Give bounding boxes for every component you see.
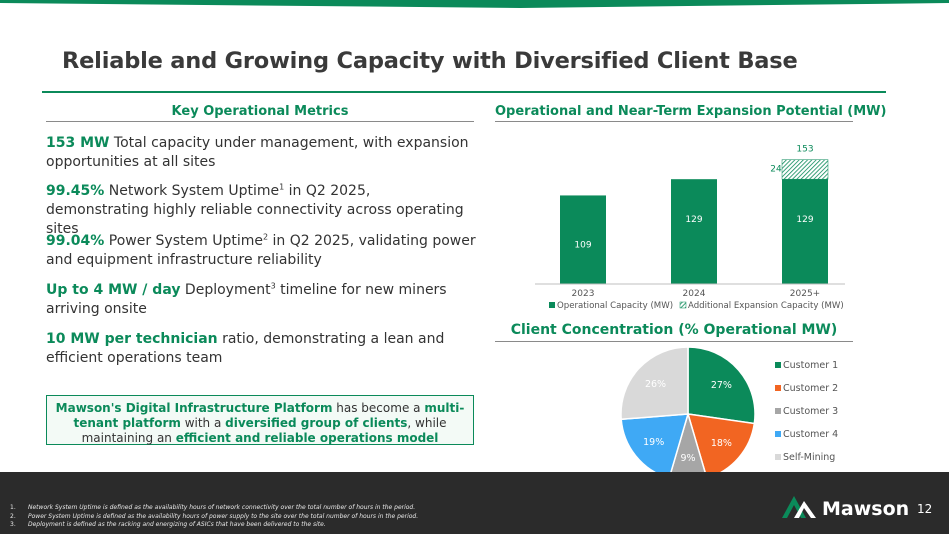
pie-legend-label: Customer 2	[783, 383, 838, 394]
metric-highlight: Up to 4 MW / day	[46, 282, 181, 298]
bar-operational-capacity	[560, 195, 606, 284]
top-accent-bar	[0, 0, 949, 8]
bar-chart-title: Operational and Near-Term Expansion Pote…	[495, 104, 887, 119]
capacity-bar-chart: 109 2023 129 2024 129 24 153 2025+ Operational C…	[535, 145, 845, 311]
bar-total-label: 153	[796, 145, 813, 155]
bar-value-label: 109	[574, 240, 591, 250]
pie-legend-swatch	[775, 408, 781, 414]
expansion-value-label: 24	[770, 165, 782, 175]
pie-legend-swatch	[775, 385, 781, 391]
x-tick-label: 2023	[572, 289, 595, 299]
bar-expansion-capacity	[781, 159, 829, 180]
metric-highlight: 99.04%	[46, 233, 105, 249]
pie-slice	[620, 346, 689, 421]
footnote-text: Deployment is defined as the racking and…	[28, 521, 326, 528]
footnote-ref: 2	[262, 232, 269, 242]
x-tick-label: 2025+	[790, 289, 820, 299]
pie-legend-swatch	[775, 431, 781, 437]
callout-text: , while maintaining an	[81, 416, 447, 445]
pie-legend-label: Self-Mining	[783, 452, 835, 463]
callout-text: has become a	[332, 401, 425, 415]
footnote: 2. Power System Uptime is defined as the …	[10, 513, 530, 522]
legend-label-operational: Operational Capacity (MW)	[557, 301, 673, 311]
bar-operational-capacity	[671, 179, 717, 284]
footnote-text: Network System Uptime is defined as the …	[28, 504, 416, 511]
metric-text: Power System Uptime	[104, 233, 263, 249]
legend-label-expansion: Additional Expansion Capacity (MW)	[688, 301, 844, 311]
legend-swatch-operational	[549, 302, 555, 308]
footnote: 1. Network System Uptime is defined as th…	[10, 504, 530, 513]
slide-title: Reliable and Growing Capacity with Diver…	[62, 48, 798, 74]
footnote-number: 1.	[10, 504, 16, 511]
mawson-logo-text: Mawson	[822, 498, 910, 520]
metric-highlight: 153 MW	[46, 135, 110, 151]
metric-text: in Q2 2025, validating power and equipme…	[46, 233, 476, 268]
metric-text: timeline for new miners arriving onsite	[46, 282, 447, 317]
pie-legend-label: Customer 1	[783, 360, 838, 371]
callout-bold: multi-tenant platform	[73, 401, 465, 430]
legend-swatch-expansion	[679, 301, 687, 309]
bar-value-label: 129	[796, 215, 813, 225]
footnote-ref: 1	[279, 182, 285, 192]
callout-text: with a	[180, 416, 226, 430]
metric-highlight: 99.45%	[46, 183, 105, 199]
metric-text: Network System Uptime	[104, 183, 280, 199]
metric-text: in Q2 2025, demonstrating highly reliabl…	[46, 183, 464, 237]
pie-legend-label: Customer 4	[783, 429, 838, 440]
metric-text: ratio, demonstrating a lean and efficien…	[46, 331, 445, 366]
footnote-ref: 3	[270, 281, 276, 291]
bar-operational-capacity	[782, 179, 828, 284]
key-metrics-divider	[46, 121, 474, 122]
pie-slice-label: 18%	[711, 438, 732, 449]
metric-network-uptime: 99.45% Network System Uptime1 in Q2 2025…	[46, 182, 476, 239]
footnote-text: Power System Uptime is defined as the av…	[28, 512, 419, 520]
pie-chart-divider	[495, 341, 853, 342]
metric-text: Total capacity under management, with ex…	[46, 135, 469, 170]
pie-legend-swatch	[775, 362, 781, 368]
x-tick-label: 2024	[683, 289, 706, 299]
pie-slice-label: 9%	[680, 453, 695, 464]
pie-slice	[687, 346, 756, 425]
pie-slice-label: 26%	[645, 379, 666, 390]
footnote-number: 2.	[10, 512, 16, 520]
callout-bold: Mawson's Digital Infrastructure Platform	[55, 401, 333, 415]
metric-highlight: 10 MW per technician	[46, 331, 218, 347]
title-divider	[42, 91, 886, 93]
mawson-logo-icon	[782, 496, 816, 518]
pie-legend-label: Customer 3	[783, 406, 838, 417]
metric-power-uptime: 99.04% Power System Uptime2 in Q2 2025, …	[46, 232, 476, 270]
metric-total-capacity: 153 MW Total capacity under management, …	[46, 134, 476, 172]
page-number: 12	[917, 502, 933, 516]
metric-text: Deployment	[180, 282, 271, 298]
metric-technician-ratio: 10 MW per technician ratio, demonstratin…	[46, 330, 476, 368]
footnote-number: 3.	[10, 521, 16, 528]
callout-bold: diversified group of clients	[225, 416, 408, 430]
platform-callout-box: Mawson's Digital Infrastructure Platform…	[46, 395, 474, 445]
pie-slice-label: 27%	[711, 380, 732, 391]
footnotes: 1. Network System Uptime is defined as th…	[10, 504, 530, 530]
callout-bold: efficient and reliable operations model	[175, 431, 439, 445]
bar-chart-divider	[495, 121, 853, 122]
footnote: 3. Deployment is defined as the racking a…	[10, 521, 530, 530]
key-metrics-heading: Key Operational Metrics	[171, 104, 349, 119]
pie-slice-label: 19%	[643, 437, 664, 448]
pie-chart-title: Client Concentration (% Operational MW)	[510, 322, 838, 338]
pie-legend-swatch	[775, 454, 781, 460]
bar-value-label: 129	[685, 215, 702, 225]
metric-deployment: Up to 4 MW / day Deployment3 timeline fo…	[46, 281, 476, 319]
client-concentration-pie-chart: 27% 18% 9% 19% 26% Customer 1 Customer 2 Custom…	[620, 346, 838, 482]
